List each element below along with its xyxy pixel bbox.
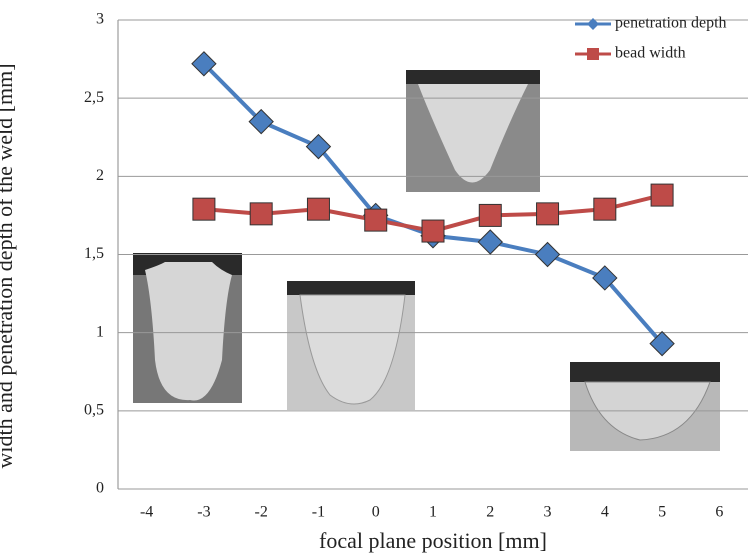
diamond-marker xyxy=(534,241,561,268)
diamond-marker xyxy=(305,133,332,160)
y-tick-label: 0,5 xyxy=(84,402,104,419)
square-marker xyxy=(536,202,560,226)
diamond-marker xyxy=(592,265,618,291)
square-marker xyxy=(192,197,216,221)
x-tick-label: -4 xyxy=(140,504,153,521)
y-tick-label: 3 xyxy=(96,11,104,28)
y-tick-label: 1,5 xyxy=(84,245,104,262)
legend-label: penetration depth xyxy=(615,15,727,32)
square-marker xyxy=(364,208,388,232)
square-marker xyxy=(650,183,674,207)
x-tick-label: -1 xyxy=(312,504,325,521)
square-marker xyxy=(421,219,445,243)
x-tick-label: 0 xyxy=(372,504,380,521)
y-tick-label: 2,5 xyxy=(84,89,104,106)
x-tick-label: 1 xyxy=(429,504,437,521)
inset-photos xyxy=(133,70,720,451)
square-marker xyxy=(249,202,273,226)
x-tick-label: -2 xyxy=(255,504,268,521)
x-axis-label: focal plane position [mm] xyxy=(319,528,547,553)
y-tick-label: 2 xyxy=(96,167,104,184)
square-marker xyxy=(593,197,617,221)
legend-label: bead width xyxy=(615,45,686,62)
x-tick-label: 5 xyxy=(658,504,666,521)
diamond-marker xyxy=(248,108,274,135)
x-tick-label: 3 xyxy=(544,504,552,521)
x-tick-label: 4 xyxy=(601,504,609,521)
x-tick-label: 2 xyxy=(486,504,494,521)
x-tick-label: -3 xyxy=(197,504,210,521)
x-tick-label: 6 xyxy=(715,504,723,521)
square-marker xyxy=(478,203,502,227)
y-axis-label: width and penetration depth of the weld … xyxy=(0,63,17,469)
square-marker xyxy=(306,197,330,221)
y-tick-label: 0 xyxy=(96,480,104,497)
legend-marker xyxy=(587,18,599,30)
y-tick-label: 1 xyxy=(96,323,104,340)
legend-marker xyxy=(587,48,599,60)
diamond-marker xyxy=(649,330,675,357)
diamond-marker xyxy=(191,51,217,77)
diamond-marker xyxy=(477,229,503,255)
